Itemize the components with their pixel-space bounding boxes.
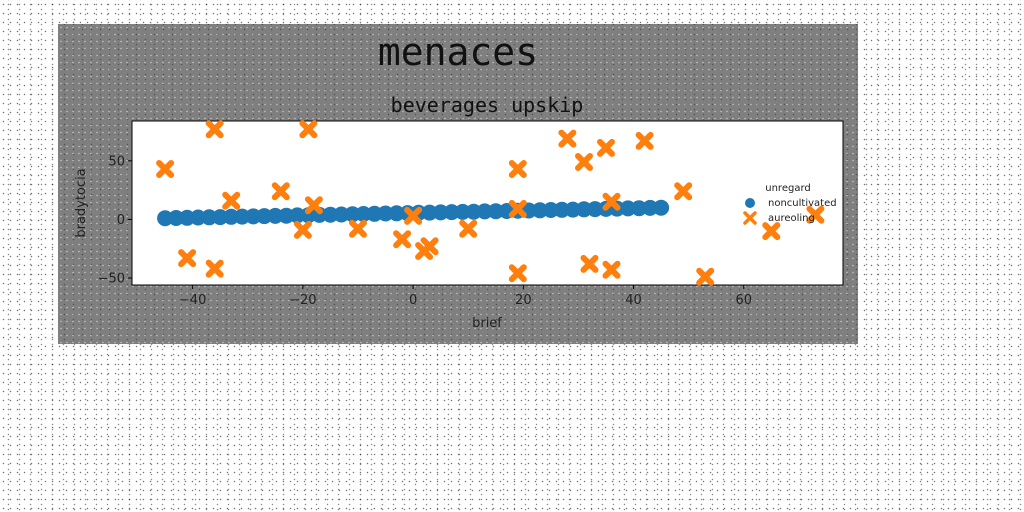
- aureoling-point-0: [156, 160, 175, 178]
- noncultivated-point-37: [564, 201, 581, 218]
- aureoling-point-27: [762, 222, 781, 241]
- legend: unregard noncultivated aureoling: [743, 183, 837, 225]
- aureoling-point-4: [222, 191, 241, 210]
- aureoling-point-15: [508, 160, 527, 178]
- x-tick-label-0: −40: [179, 293, 206, 308]
- noncultivated-point-3: [190, 209, 207, 226]
- x-axis-label: brief: [472, 316, 502, 331]
- aureoling-point-3: [205, 259, 224, 278]
- noncultivated-point-45: [653, 199, 670, 216]
- aureoling-point-8: [304, 196, 323, 215]
- aureoling-point-7: [299, 120, 318, 139]
- noncultivated-point-7: [234, 208, 251, 225]
- aureoling-point-19: [575, 153, 593, 171]
- y-axis-label: bradytocia: [74, 168, 89, 237]
- aureoling-point-28: [806, 205, 825, 224]
- aureoling-point-26: [696, 267, 715, 286]
- aureoling-point-13: [420, 237, 439, 256]
- plot-title: beverages upskip: [391, 93, 584, 117]
- legend-marker-noncultivated: [745, 198, 755, 208]
- legend-title: unregard: [765, 183, 810, 194]
- aureoling-point-10: [393, 230, 412, 249]
- y-tick-label-0: −50: [98, 271, 125, 286]
- plot-area: [131, 120, 844, 286]
- aureoling-point-9: [349, 219, 367, 238]
- x-tick-label-1: −20: [289, 293, 316, 308]
- noncultivated-point-42: [620, 200, 636, 217]
- aureoling-point-11: [404, 206, 423, 225]
- aureoling-point-18: [558, 129, 577, 148]
- x-tick-label-4: 40: [625, 293, 642, 308]
- axes: −40 −20 0 20 40 60 −50 0 50: [98, 154, 753, 308]
- legend-label-aureoling: aureoling: [768, 213, 815, 224]
- noncultivated-point-24: [421, 204, 438, 221]
- y-tick-label-2: 50: [108, 154, 125, 169]
- aureoling-point-20: [580, 254, 599, 273]
- x-tick-label-2: 0: [409, 293, 417, 308]
- figure-panel: menaces beverages upskip −40 −20 0 20 40 60 −5…: [58, 24, 858, 344]
- aureoling-point-6: [293, 220, 312, 239]
- aureoling-point-22: [602, 260, 621, 279]
- aureoling-point-25: [674, 182, 693, 201]
- noncultivated-point-12: [289, 207, 306, 224]
- plot-marks: [156, 120, 825, 286]
- x-tick-label-3: 20: [515, 293, 532, 308]
- aureoling-point-14: [459, 219, 478, 238]
- noncultivated-point-16: [333, 206, 350, 223]
- aureoling-point-5: [271, 182, 290, 201]
- figure-suptitle: menaces: [377, 30, 539, 74]
- noncultivated-point-20: [377, 205, 394, 222]
- aureoling-point-16: [508, 199, 527, 218]
- aureoling-point-24: [635, 131, 654, 150]
- x-tick-label-5: 60: [736, 293, 753, 308]
- aureoling-point-1: [178, 249, 197, 268]
- aureoling-point-2: [205, 120, 224, 139]
- y-tick-label-1: 0: [117, 213, 125, 228]
- legend-marker-aureoling: [743, 211, 757, 225]
- noncultivated-point-29: [476, 203, 493, 220]
- scatter-chart: beverages upskip −40 −20 0 20 40 60 −50 0 50 bri…: [74, 93, 844, 331]
- aureoling-point-17: [508, 264, 527, 283]
- aureoling-point-23: [602, 192, 621, 211]
- aureoling-point-21: [597, 138, 615, 157]
- legend-label-noncultivated: noncultivated: [768, 198, 837, 209]
